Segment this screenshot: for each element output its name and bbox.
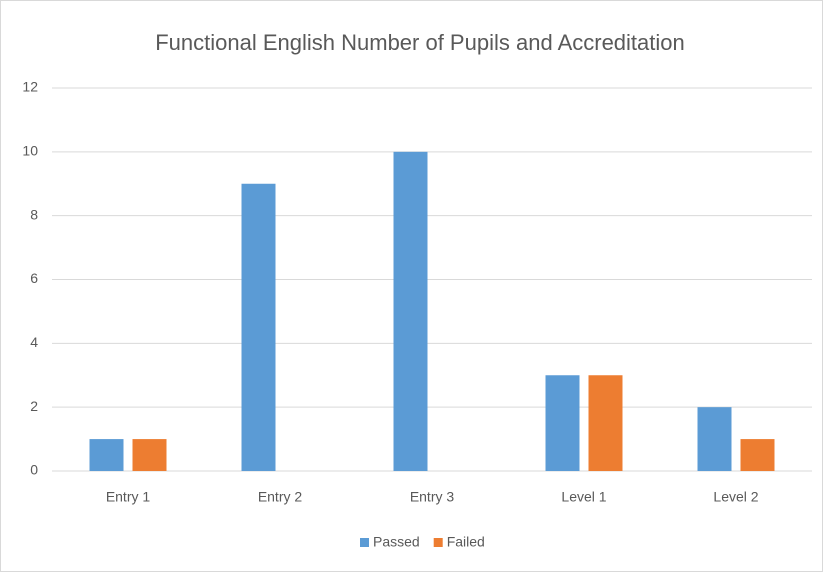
bar: [132, 439, 167, 471]
x-tick-label: Entry 2: [258, 489, 303, 505]
x-tick-label: Level 1: [561, 489, 606, 505]
y-tick-label: 0: [30, 462, 38, 478]
legend-swatch: [360, 538, 369, 547]
y-tick-label: 2: [30, 398, 38, 414]
y-tick-label: 8: [30, 206, 38, 222]
x-tick-label: Entry 1: [106, 489, 151, 505]
x-tick-label: Entry 3: [410, 489, 455, 505]
bar: [545, 375, 580, 471]
y-tick-label: 4: [30, 334, 38, 350]
y-tick-label: 12: [22, 79, 38, 95]
y-tick-label: 6: [30, 270, 38, 286]
bar: [241, 183, 276, 471]
bar: [89, 439, 124, 471]
legend-label: Failed: [447, 534, 485, 550]
chart-title: Functional English Number of Pupils and …: [155, 30, 685, 55]
x-tick-label: Level 2: [713, 489, 758, 505]
bar: [740, 439, 775, 471]
legend-swatch: [433, 538, 443, 547]
y-tick-label: 10: [22, 143, 38, 159]
bar: [393, 151, 428, 472]
bar: [697, 407, 732, 471]
legend-label: Passed: [373, 534, 420, 550]
bar: [588, 375, 623, 471]
